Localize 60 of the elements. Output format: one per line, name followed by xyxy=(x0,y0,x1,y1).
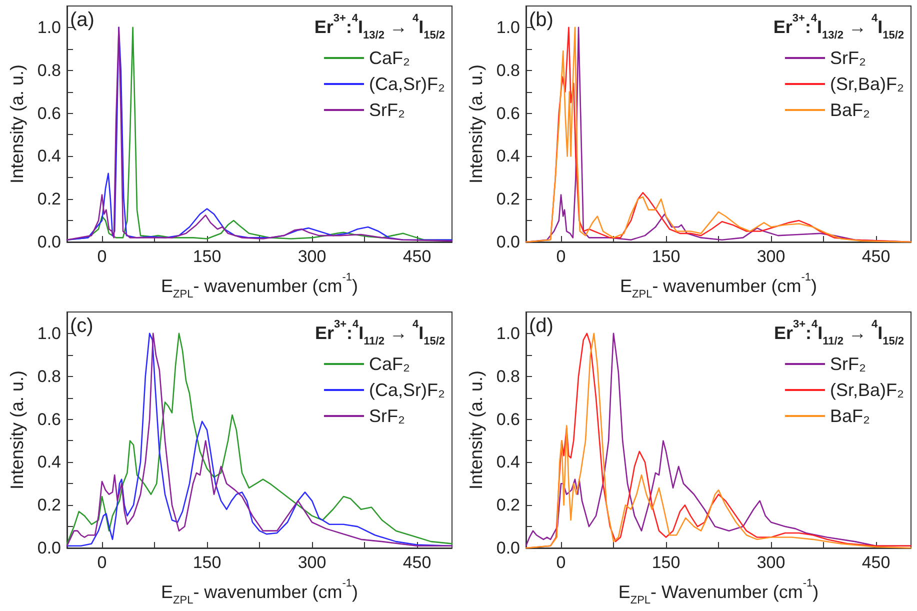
y-tick-label: 0.6 xyxy=(496,104,520,123)
x-tick-label: 150 xyxy=(652,553,680,572)
legend-label: BaF₂ xyxy=(830,100,870,120)
y-tick-label: 0.0 xyxy=(37,538,61,558)
y-tick-label: 0.8 xyxy=(37,60,61,80)
x-tick-label: 300 xyxy=(756,553,786,572)
annotation: (b) xyxy=(529,9,554,31)
legend-label: SrF₂ xyxy=(830,354,866,374)
annotation: (a) xyxy=(70,9,94,31)
legend-label: SrF₂ xyxy=(369,100,406,120)
y-tick-label: 0.6 xyxy=(37,104,61,123)
y-tick-label: 0.4 xyxy=(37,452,61,472)
x-tick-label: 450 xyxy=(862,247,890,266)
legend-label: SrF₂ xyxy=(830,48,866,68)
x-tick-label: 0 xyxy=(556,247,566,266)
y-tick-label: 0.0 xyxy=(37,232,61,252)
legend-label: (Sr,Ba)F₂ xyxy=(830,74,904,94)
y-tick-label: 0.4 xyxy=(37,146,61,166)
y-tick-label: 0.6 xyxy=(37,410,61,429)
x-tick-label: 150 xyxy=(192,553,222,572)
x-tick-label: 450 xyxy=(402,553,432,572)
y-tick-label: 1.0 xyxy=(37,18,61,37)
y-axis-title: Intensity (a. u.) xyxy=(466,370,486,490)
y-tick-label: 0.8 xyxy=(496,60,520,80)
y-tick-label: 1.0 xyxy=(496,324,520,343)
y-tick-label: 0.4 xyxy=(496,146,520,166)
x-tick-label: 300 xyxy=(298,247,326,266)
x-tick-label: 0 xyxy=(556,553,566,572)
y-axis-title: Intensity (a. u.) xyxy=(7,370,27,490)
y-tick-label: 0.2 xyxy=(496,190,520,209)
y-axis-title: Intensity (a. u.) xyxy=(7,64,27,184)
annotation: (c) xyxy=(70,315,94,337)
y-tick-label: 1.0 xyxy=(496,18,520,37)
y-tick-label: 0.2 xyxy=(37,496,61,515)
y-tick-label: 0.2 xyxy=(496,496,520,515)
legend-label: CaF₂ xyxy=(369,48,410,68)
y-tick-label: 0.0 xyxy=(496,538,520,558)
legend-label: (Ca,Sr)F₂ xyxy=(369,380,446,400)
legend-label: BaF₂ xyxy=(830,406,870,426)
x-tick-label: 0 xyxy=(97,247,107,266)
y-tick-label: 0.8 xyxy=(496,366,520,386)
x-tick-label: 150 xyxy=(652,247,680,266)
legend-label: (Ca,Sr)F₂ xyxy=(369,74,446,94)
annotation: (d) xyxy=(529,315,554,337)
legend-label: (Sr,Ba)F₂ xyxy=(830,380,904,400)
x-tick-label: 0 xyxy=(97,553,107,572)
y-tick-label: 1.0 xyxy=(37,324,61,343)
y-axis-title: Intensity (a. u.) xyxy=(466,64,486,184)
x-tick-label: 450 xyxy=(862,553,890,572)
y-tick-label: 0.0 xyxy=(496,232,520,252)
y-tick-label: 0.8 xyxy=(37,366,61,386)
y-tick-label: 0.2 xyxy=(37,190,61,209)
legend-label: SrF₂ xyxy=(369,406,406,426)
x-tick-label: 150 xyxy=(192,247,222,266)
x-tick-label: 300 xyxy=(756,247,786,266)
x-tick-label: 300 xyxy=(298,553,326,572)
y-tick-label: 0.4 xyxy=(496,452,520,472)
y-tick-label: 0.6 xyxy=(496,410,520,429)
x-tick-label: 450 xyxy=(402,247,432,266)
legend-label: CaF₂ xyxy=(369,354,410,374)
